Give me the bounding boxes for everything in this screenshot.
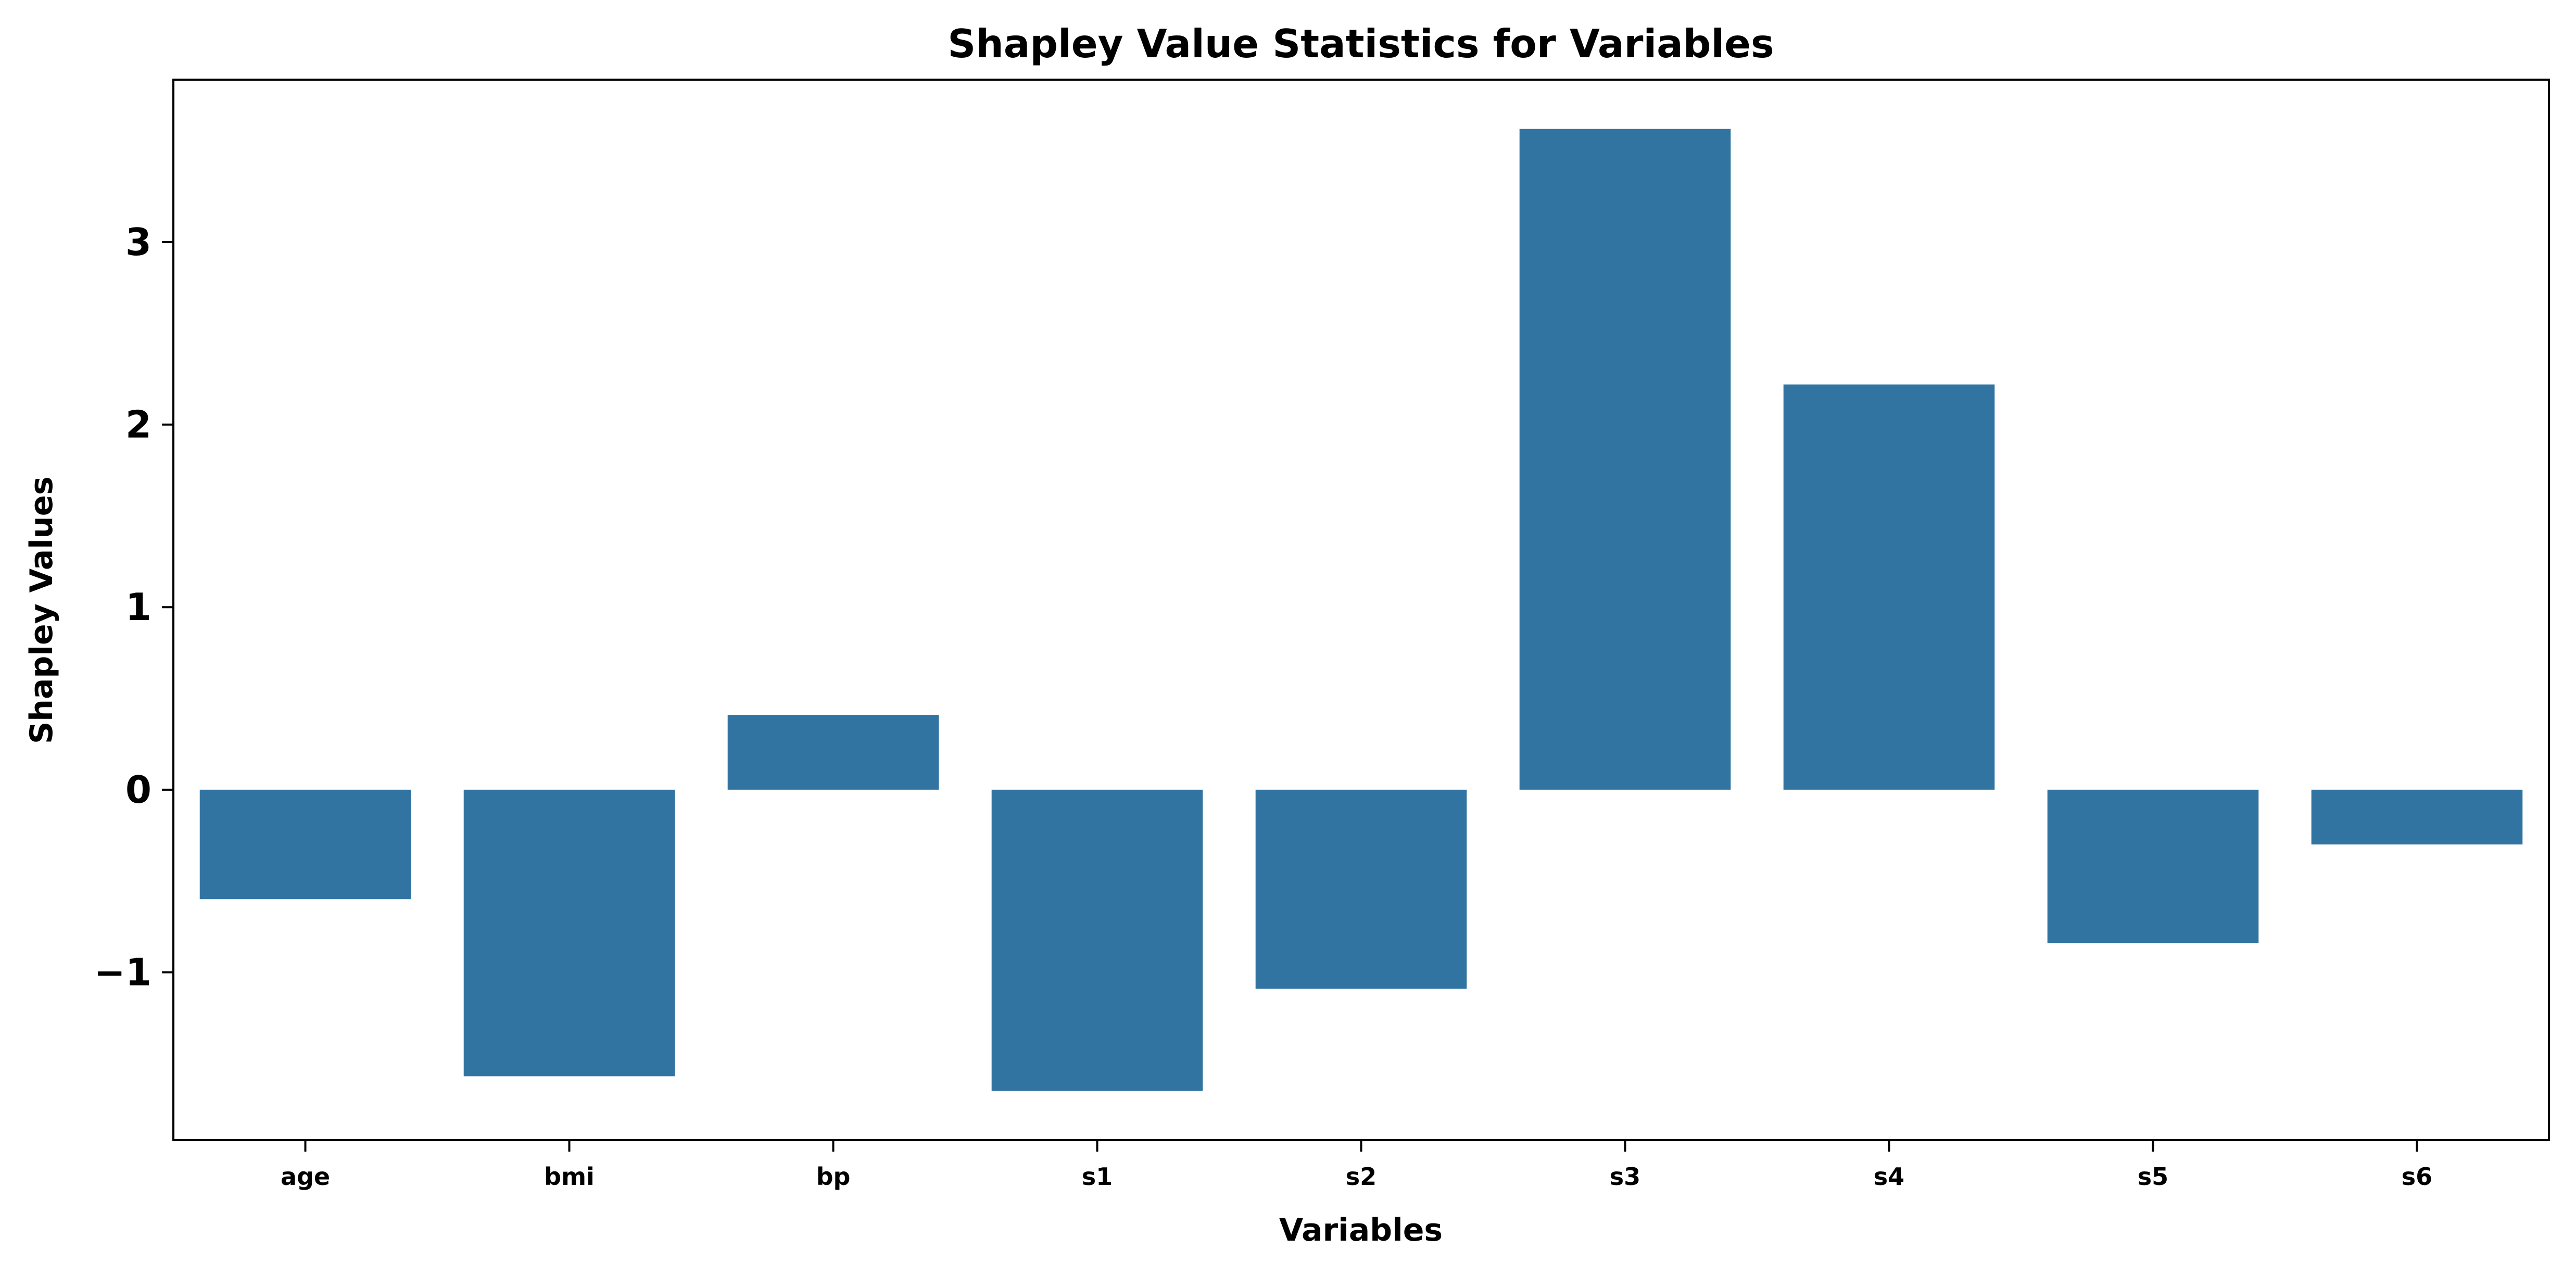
x-tick-label: age [281, 1163, 330, 1191]
chart-title: Shapley Value Statistics for Variables [948, 21, 1774, 67]
x-tick-label: s6 [2402, 1163, 2432, 1191]
x-axis: age bmi bp s1 s2 s3 s4 s5 s6 [281, 1140, 2432, 1191]
x-tick-label: s1 [1082, 1163, 1113, 1191]
y-tick-label: −1 [94, 950, 151, 994]
y-tick-label: 2 [125, 403, 151, 447]
x-tick-label: s5 [2138, 1163, 2168, 1191]
x-axis-label: Variables [1279, 1212, 1443, 1248]
bar-s6 [2311, 789, 2523, 845]
bar-age [199, 789, 411, 900]
y-tick-label: 3 [125, 220, 151, 264]
bar-bmi [463, 789, 675, 1077]
bar-bp [727, 715, 939, 790]
bar-s1 [991, 789, 1203, 1091]
x-tick-label: bp [816, 1163, 851, 1191]
bars [199, 129, 2523, 1091]
bar-s5 [2047, 789, 2259, 943]
y-tick-label: 0 [125, 768, 151, 812]
y-tick-label: 1 [125, 585, 151, 629]
x-tick-label: bmi [544, 1163, 595, 1191]
y-axis: −1 0 1 2 3 [94, 220, 173, 994]
bar-s2 [1255, 789, 1467, 989]
bar-s4 [1783, 384, 1995, 790]
x-tick-label: s2 [1346, 1163, 1377, 1191]
y-axis-label: Shapley Values [23, 476, 60, 744]
x-tick-label: s3 [1610, 1163, 1640, 1191]
bar-s3 [1519, 129, 1731, 790]
x-tick-label: s4 [1874, 1163, 1904, 1191]
